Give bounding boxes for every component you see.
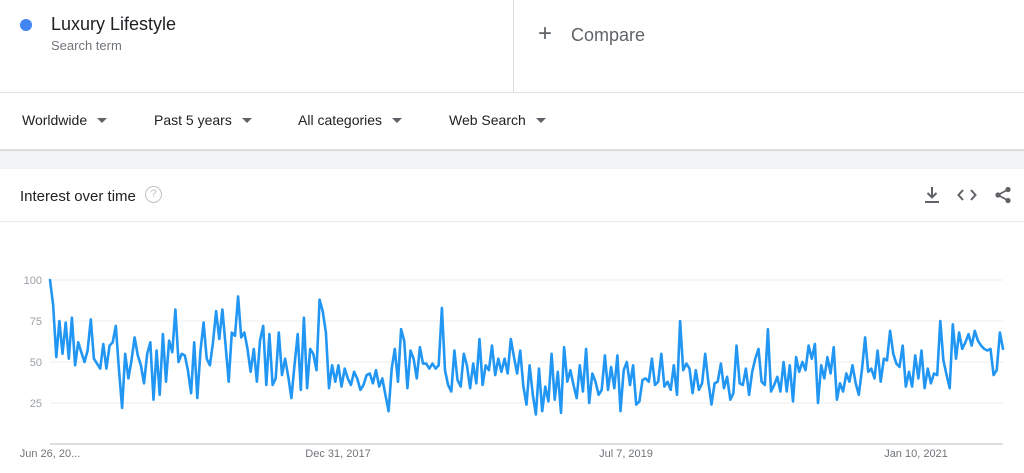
terms-bar: Luxury Lifestyle Search term + Compare bbox=[0, 0, 1024, 93]
embed-code-icon[interactable] bbox=[957, 185, 977, 205]
term-subtitle: Search term bbox=[51, 38, 122, 53]
chevron-down-icon bbox=[97, 117, 108, 123]
period-filter-label: Past 5 years bbox=[154, 112, 232, 128]
compare-label: Compare bbox=[571, 25, 646, 45]
chevron-down-icon bbox=[535, 117, 546, 123]
search-type-filter-label: Web Search bbox=[449, 112, 526, 128]
y-tick-label: 50 bbox=[30, 357, 42, 369]
share-icon[interactable] bbox=[993, 185, 1013, 205]
y-tick-label: 25 bbox=[30, 398, 42, 410]
section-divider bbox=[0, 151, 1024, 169]
card-header: Interest over time ? bbox=[0, 169, 1024, 222]
term-name[interactable]: Luxury Lifestyle bbox=[51, 14, 177, 34]
search-type-filter[interactable]: Web Search bbox=[449, 112, 546, 128]
region-filter[interactable]: Worldwide bbox=[22, 112, 108, 128]
x-tick-label: Jun 26, 20... bbox=[20, 448, 81, 460]
filters-bar: Worldwide Past 5 years All categories We… bbox=[0, 93, 1024, 151]
download-icon[interactable] bbox=[922, 185, 942, 205]
series-line bbox=[48, 278, 1005, 416]
x-tick-label: Jan 10, 2021 bbox=[884, 448, 948, 460]
term-color-dot bbox=[20, 19, 32, 31]
chevron-down-icon bbox=[241, 117, 252, 123]
chevron-down-icon bbox=[392, 117, 403, 123]
search-term-card[interactable]: Luxury Lifestyle Search term bbox=[0, 0, 514, 92]
x-tick-label: Jul 7, 2019 bbox=[599, 448, 653, 460]
region-filter-label: Worldwide bbox=[22, 112, 88, 128]
y-tick-label: 75 bbox=[30, 316, 42, 328]
interest-line-chart[interactable]: 25 50 75 100 Jun 26, 20... Dec 31, 2017 Jul 7,… bbox=[0, 169, 1024, 473]
plus-icon: + bbox=[538, 20, 553, 47]
x-tick-label: Dec 31, 2017 bbox=[305, 448, 370, 460]
card-title: Interest over time bbox=[20, 188, 136, 205]
help-icon[interactable]: ? bbox=[145, 186, 162, 203]
compare-button[interactable]: + Compare bbox=[514, 0, 1024, 92]
y-tick-label: 100 bbox=[24, 275, 42, 287]
interest-over-time-card: Interest over time ? 25 50 75 100 Jun 26, 20… bbox=[0, 169, 1024, 473]
category-filter-label: All categories bbox=[298, 112, 383, 128]
period-filter[interactable]: Past 5 years bbox=[154, 112, 252, 128]
category-filter[interactable]: All categories bbox=[298, 112, 403, 128]
